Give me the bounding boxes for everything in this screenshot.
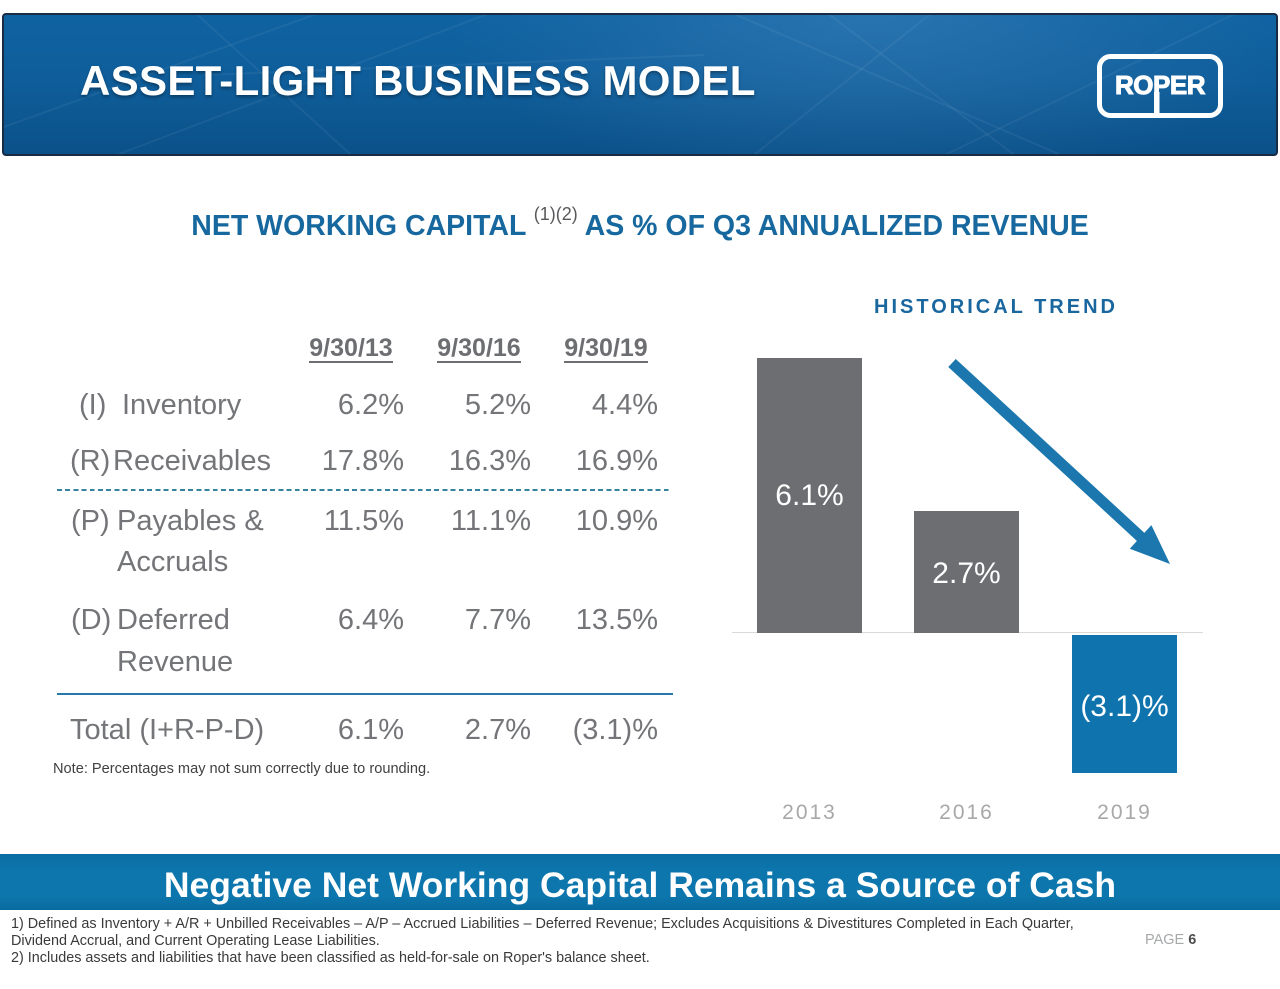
svg-text:ROPER: ROPER	[1115, 70, 1206, 100]
